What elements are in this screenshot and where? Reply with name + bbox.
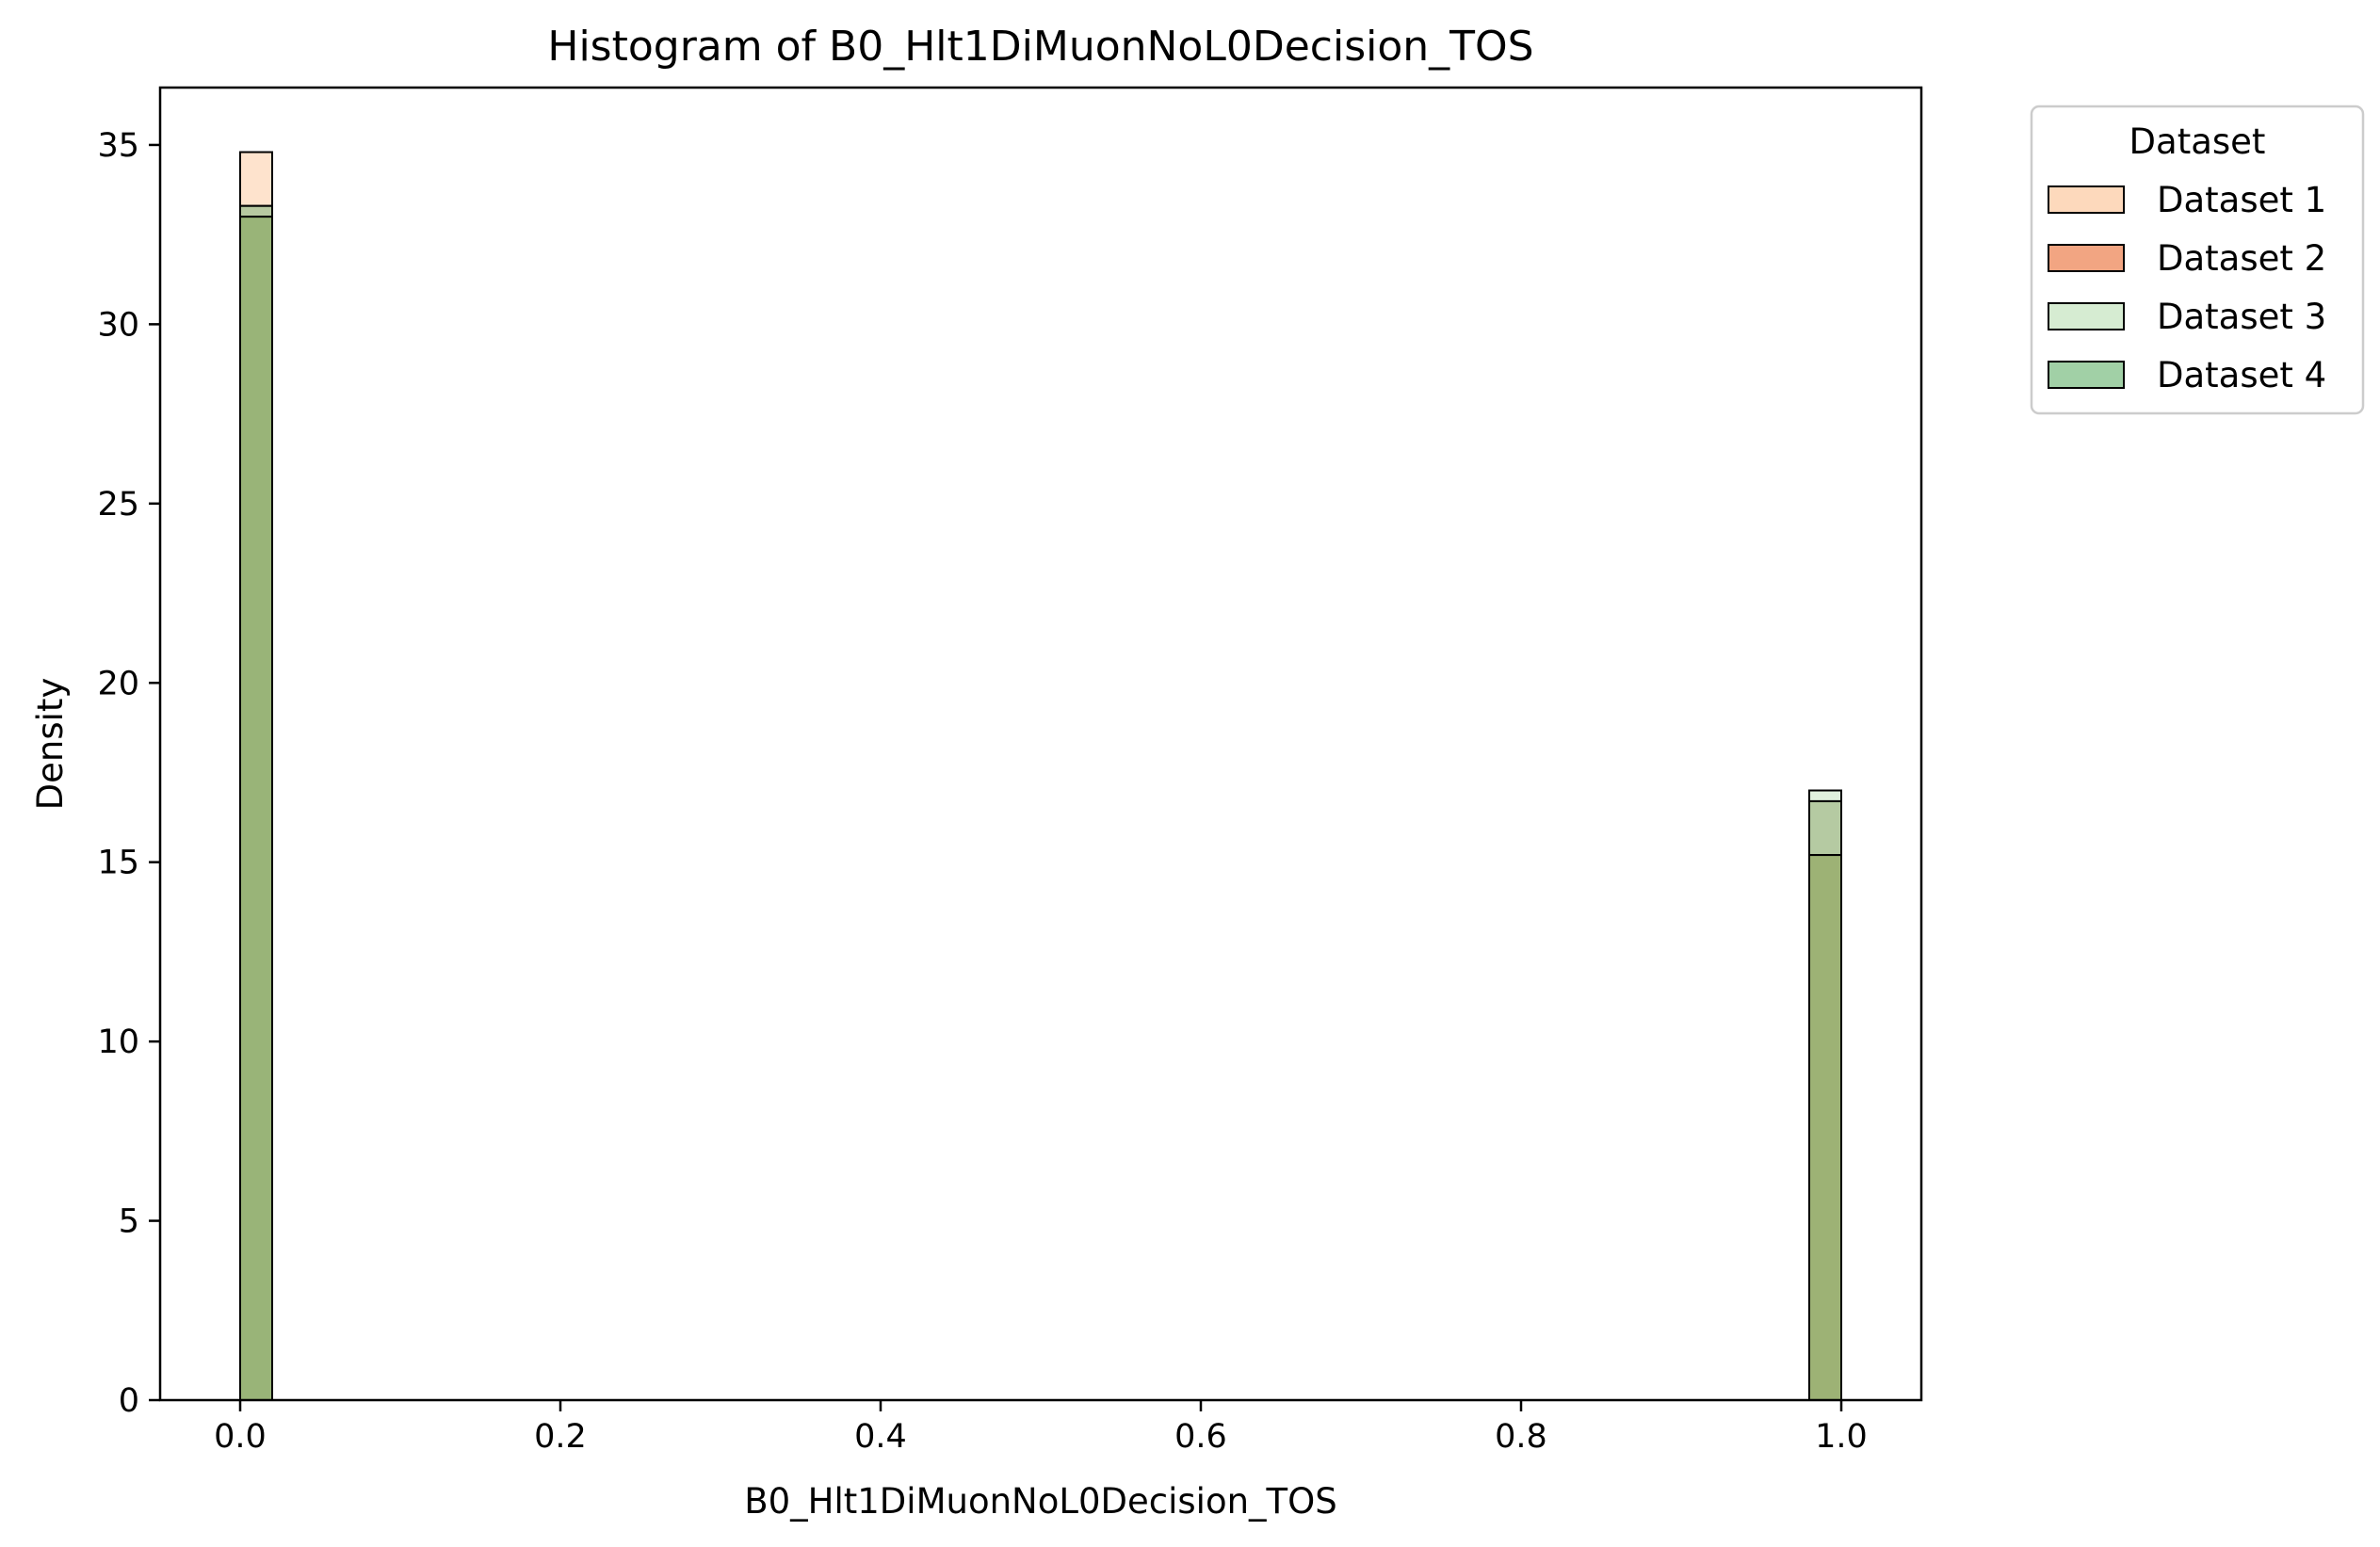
legend-swatch-dataset-1 [2048, 185, 2125, 214]
legend-items: Dataset 1 Dataset 2 Dataset 3 Dataset 4 [2048, 180, 2326, 395]
x-axis: 0.0 0.2 0.4 0.6 0.8 1.0 [214, 1400, 1868, 1456]
bar-overlap-bin-0 [241, 217, 271, 1401]
y-tick-label: 15 [97, 845, 139, 882]
y-tick-label: 35 [97, 127, 139, 165]
legend-swatch-dataset-3 [2048, 302, 2125, 330]
y-tick-label: 25 [97, 486, 139, 524]
x-axis-label: B0_Hlt1DiMuonNoL0Decision_TOS [744, 1481, 1337, 1522]
legend-label-dataset-3: Dataset 3 [2157, 297, 2326, 337]
y-tick-label: 10 [97, 1023, 139, 1061]
legend-label-dataset-2: Dataset 2 [2157, 238, 2326, 279]
y-axis-label: Density [30, 678, 71, 811]
y-tick-label: 30 [97, 306, 139, 344]
y-axis: 0 5 10 15 20 25 30 35 [97, 127, 160, 1420]
y-tick-label: 20 [97, 665, 139, 702]
x-tick-label: 0.0 [214, 1418, 267, 1456]
legend-swatch-dataset-2 [2048, 244, 2125, 272]
x-tick-label: 1.0 [1815, 1418, 1868, 1456]
x-tick-label: 0.8 [1495, 1418, 1547, 1456]
legend-swatch-dataset-4 [2048, 361, 2125, 389]
legend-frame [2030, 105, 2365, 415]
bar-overlap-bin-1 [1810, 855, 1840, 1400]
x-tick-label: 0.6 [1174, 1418, 1227, 1456]
chart-title: Histogram of B0_Hlt1DiMuonNoL0Decision_T… [547, 23, 1533, 71]
plot-area-frame [158, 86, 1923, 1402]
histogram-bars [239, 151, 1842, 1402]
x-tick-label: 0.2 [534, 1418, 587, 1456]
x-tick-label: 0.4 [854, 1418, 907, 1456]
legend-title: Dataset [2129, 121, 2266, 162]
legend-label-dataset-4: Dataset 4 [2157, 355, 2326, 395]
y-tick-label: 5 [119, 1203, 139, 1241]
y-tick-label: 0 [119, 1382, 139, 1420]
legend-label-dataset-1: Dataset 1 [2157, 180, 2326, 220]
